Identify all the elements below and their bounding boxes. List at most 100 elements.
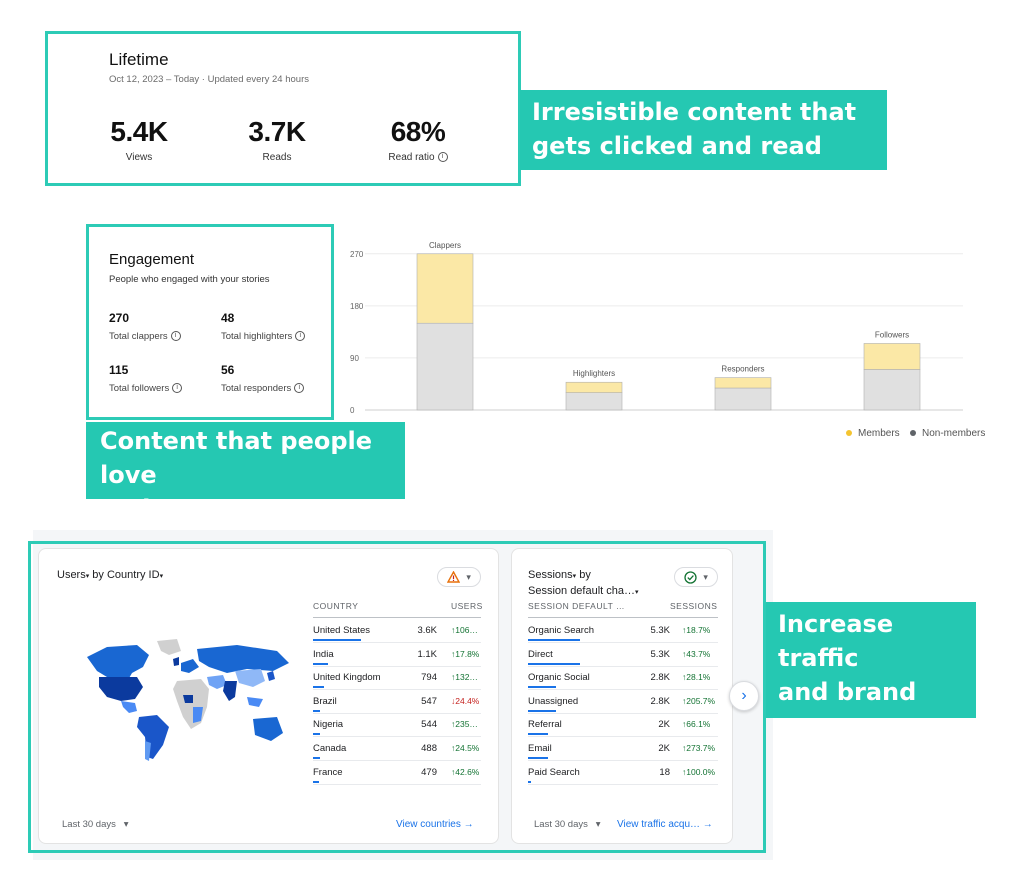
sessions-value: 2.8K bbox=[650, 672, 670, 684]
table-row[interactable]: Referral 2K ↑66.1% bbox=[528, 713, 718, 738]
engagement-value: 270 bbox=[109, 311, 130, 325]
stat-reads-value: 3.7K bbox=[248, 116, 306, 147]
row-divider bbox=[528, 642, 718, 643]
country-name: Brazil bbox=[313, 695, 337, 707]
chevron-down-icon: ▾ bbox=[466, 571, 471, 582]
bar-non-members-followers bbox=[863, 369, 921, 411]
table-row[interactable]: Direct 5.3K ↑43.7% bbox=[528, 643, 718, 667]
channel-name: Email bbox=[528, 743, 552, 754]
bar-members-followers bbox=[863, 343, 921, 370]
info-icon[interactable]: i bbox=[294, 383, 305, 394]
stat-views-label: Views bbox=[125, 152, 153, 163]
callout-line: and brand bbox=[778, 678, 917, 706]
date-range-selector[interactable]: Last 30 days ▾ bbox=[62, 819, 129, 830]
legend-nonmembers-label: Non-members bbox=[922, 428, 986, 439]
date-range-label: Last 30 days bbox=[62, 819, 116, 830]
category-label: Clappers bbox=[429, 241, 461, 250]
table-row[interactable]: Organic Social 2.8K ↑28.1% bbox=[528, 666, 718, 691]
value-bar bbox=[528, 757, 548, 759]
users-value: 547 bbox=[421, 695, 437, 707]
change-value: ↓24.4% bbox=[451, 695, 480, 706]
members-dot bbox=[846, 430, 852, 437]
y-tick-label: 270 bbox=[350, 250, 364, 259]
info-icon[interactable]: i bbox=[295, 331, 306, 342]
channel-name: Organic Social bbox=[528, 672, 590, 684]
stat-reads-label: Reads bbox=[262, 152, 292, 163]
users-card-title[interactable]: Users▾ by Country ID▾ bbox=[57, 569, 164, 581]
view-countries-label: View countries bbox=[396, 819, 461, 830]
row-divider bbox=[528, 665, 718, 667]
map-australia bbox=[253, 717, 283, 741]
table-row[interactable]: Canada 488 ↑24.5% bbox=[313, 737, 481, 761]
sessions-value: 2.8K bbox=[650, 695, 670, 707]
insights-pill[interactable]: ▾ bbox=[674, 567, 718, 587]
map-japan bbox=[267, 671, 275, 681]
engagement-chart: 0 90 180 270 Clappers Highlighters Responders F… bbox=[350, 241, 963, 415]
table-row[interactable]: Paid Search 18 ↑100.0% bbox=[528, 761, 718, 785]
bar-members-highlighters bbox=[565, 381, 623, 393]
insights-pill[interactable]: ▾ bbox=[437, 567, 481, 587]
map-india bbox=[223, 681, 237, 701]
map-russia bbox=[197, 645, 289, 673]
engagement-label: Total highlighters bbox=[221, 331, 293, 342]
users-value: 544 bbox=[421, 719, 437, 731]
sessions-value: 18 bbox=[659, 766, 670, 778]
category-label: Followers bbox=[875, 330, 909, 339]
lifetime-panel: Lifetime Oct 12, 2023 – Today · Updated … bbox=[45, 31, 521, 186]
info-icon[interactable]: i bbox=[170, 331, 181, 342]
value-bar bbox=[528, 686, 556, 689]
value-bar bbox=[313, 686, 324, 689]
map-usa bbox=[99, 677, 143, 701]
sessions-by-channel-card: Sessions▾ by Session default cha…▾ ▾ SES… bbox=[511, 548, 733, 844]
callout-line: Irresistible content that bbox=[532, 98, 857, 126]
sessions-value: 5.3K bbox=[650, 625, 670, 636]
chevron-down-icon: ▾ bbox=[595, 819, 601, 830]
table-row[interactable]: India 1.1K ↑17.8% bbox=[313, 643, 481, 667]
bar-members-clappers bbox=[416, 253, 474, 324]
metric-selector[interactable]: Sessions bbox=[528, 569, 573, 581]
view-countries-link[interactable]: View countries → bbox=[396, 819, 474, 830]
warning-icon bbox=[447, 571, 461, 583]
table-row[interactable]: France 479 ↑42.6% bbox=[313, 761, 481, 785]
row-divider bbox=[313, 642, 481, 643]
channel-name: Paid Search bbox=[528, 766, 580, 778]
date-range-selector[interactable]: Last 30 days ▾ bbox=[534, 819, 601, 830]
stat-views: 5.4K Views bbox=[104, 116, 174, 163]
users-value: 488 bbox=[421, 743, 437, 754]
lifetime-title: Lifetime bbox=[109, 50, 169, 69]
col-session-default: SESSION DEFAULT … bbox=[528, 601, 625, 611]
table-row[interactable]: Email 2K ↑273.7% bbox=[528, 737, 718, 761]
dimension-selector[interactable]: Session default cha… bbox=[528, 585, 636, 597]
table-row[interactable]: Organic Search 5.3K ↑18.7% bbox=[528, 619, 718, 643]
world-map[interactable] bbox=[77, 637, 297, 767]
country-name: India bbox=[313, 648, 334, 660]
value-bar bbox=[313, 757, 320, 759]
y-tick-label: 90 bbox=[350, 354, 359, 363]
stat-views-value: 5.4K bbox=[110, 116, 168, 147]
info-icon[interactable]: i bbox=[172, 383, 183, 394]
change-value: ↑106… bbox=[451, 625, 478, 635]
value-bar bbox=[528, 780, 531, 783]
engagement-followers: 115 Total followers i bbox=[109, 363, 183, 394]
value-bar bbox=[528, 639, 580, 641]
next-card-button[interactable]: › bbox=[729, 681, 759, 711]
engagement-title: Engagement bbox=[109, 251, 195, 268]
table-row[interactable]: Nigeria 544 ↑235… bbox=[313, 713, 481, 738]
sessions-card-title[interactable]: Sessions▾ by Session default cha…▾ bbox=[528, 569, 639, 597]
title-by: by bbox=[576, 569, 591, 581]
view-traffic-link[interactable]: View traffic acqu… → bbox=[617, 819, 713, 830]
table-row[interactable]: Unassigned 2.8K ↑205.7% bbox=[528, 690, 718, 714]
info-icon[interactable]: i bbox=[437, 152, 448, 163]
callout-content-clicked: Irresistible content that gets clicked a… bbox=[520, 90, 887, 170]
value-bar bbox=[313, 733, 321, 736]
users-value: 1.1K bbox=[417, 648, 437, 660]
sessions-value: 2K bbox=[658, 719, 670, 731]
table-row[interactable]: United States 3.6K ↑106… bbox=[313, 619, 481, 643]
dimension-selector[interactable]: by Country ID bbox=[89, 569, 160, 581]
table-row[interactable]: Brazil 547 ↓24.4% bbox=[313, 690, 481, 714]
row-divider bbox=[528, 712, 718, 714]
table-row[interactable]: United Kingdom 794 ↑132… bbox=[313, 666, 481, 691]
metric-selector[interactable]: Users bbox=[57, 569, 86, 581]
row-divider bbox=[313, 783, 481, 785]
engagement-clappers: 270 Total clappers i bbox=[109, 311, 181, 342]
